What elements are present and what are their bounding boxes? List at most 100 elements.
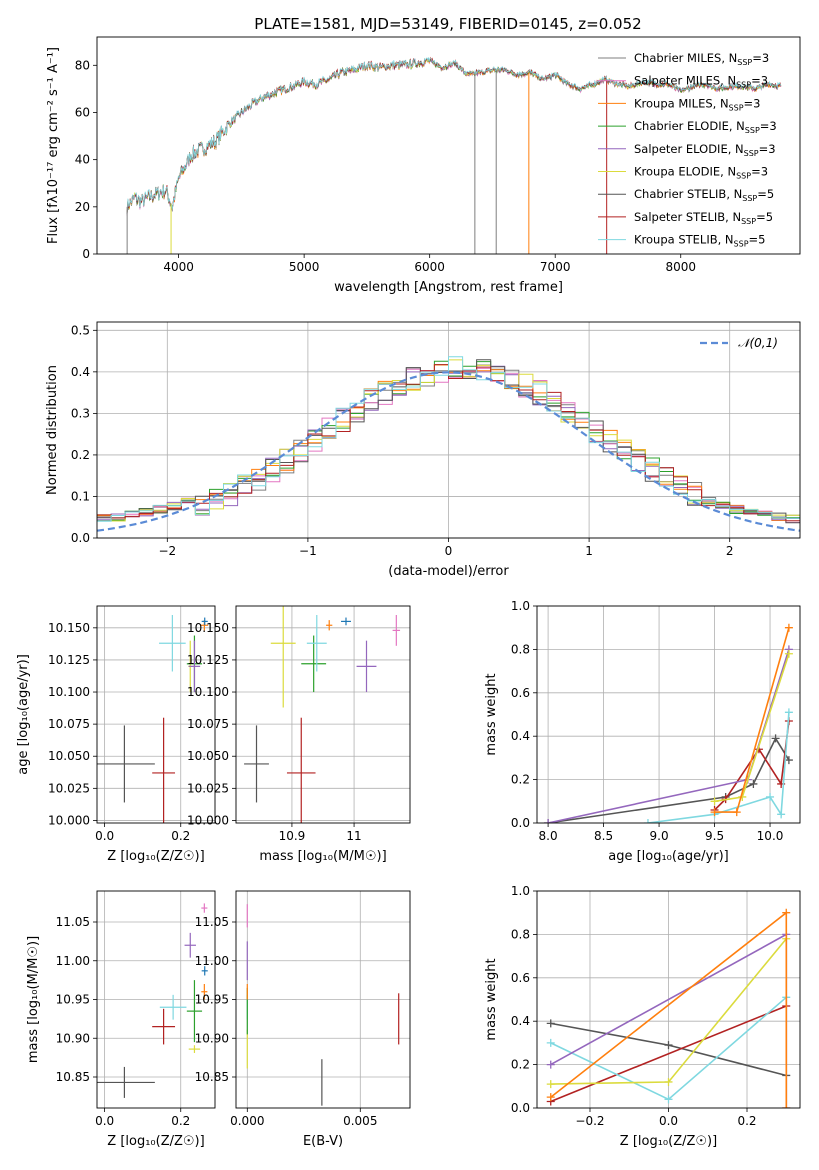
y-tick-label: 0.4 [511, 729, 530, 743]
y-tick-label: 10.075 [48, 717, 90, 731]
y-tick-label: 20 [75, 200, 90, 214]
legend-label-rest: =3 [759, 142, 776, 156]
x-axis-label: Z [log₁₀(Z/Z☉)] [107, 1134, 204, 1149]
errorbar-point [184, 932, 196, 958]
y-tick-label: 0.6 [511, 686, 530, 700]
errorbar-point [97, 725, 155, 803]
errorbar-point [152, 717, 176, 823]
y-tick-label: 10.100 [48, 685, 90, 699]
weight-marker [771, 734, 780, 743]
errorbar-point [201, 617, 208, 626]
weight-marker [784, 756, 793, 765]
legend-label: 𝒩(0,1) [738, 336, 778, 350]
y-tick-label: 10.100 [187, 685, 229, 699]
axes-frame [235, 605, 411, 824]
weight-marker [546, 1080, 555, 1089]
y-tick-label: 11.00 [195, 954, 229, 968]
x-axis-label: Z [log₁₀(Z/Z☉)] [620, 1134, 717, 1149]
x-tick-label: 8.0 [539, 829, 558, 843]
weight-marker [664, 1095, 673, 1104]
spectrum-line [126, 57, 782, 214]
weight-marker [544, 819, 553, 823]
y-tick-label: 10.050 [48, 749, 90, 763]
legend-subscript: SSP [745, 126, 760, 135]
legend-label: Salpeter STELIB, NSSP=5 [634, 210, 773, 226]
x-tick-label: 0.2 [171, 829, 190, 843]
plot-area [97, 903, 208, 1098]
panel-spectrum: 4000 5000 6000 7000 8000 0 20 40 60 80 wavelength … [46, 36, 801, 295]
y-tick-label: 10.95 [56, 993, 90, 1007]
x-tick-label: 0.005 [343, 1114, 377, 1128]
legend-subscript: SSP [741, 217, 756, 226]
x-tick-label: 1 [585, 544, 593, 558]
weight-marker [784, 708, 793, 717]
x-axis-label: Z [log₁₀(Z/Z☉)] [107, 849, 204, 864]
x-tick-label: −1 [299, 544, 317, 558]
figure-title: PLATE=1581, MJD=53149, FIBERID=0145, z=0… [254, 15, 641, 33]
y-tick-label: 10.125 [187, 653, 229, 667]
y-tick-label: 0.0 [71, 531, 90, 545]
y-tick-label: 1.0 [511, 599, 530, 613]
legend-label-rest: =3 [751, 74, 768, 88]
plot-area [246, 904, 400, 1106]
y-tick-label: 0.2 [511, 773, 530, 787]
x-tick-label: 7000 [540, 260, 571, 274]
y-tick-label: 10.000 [187, 813, 229, 827]
weight-marker [664, 1041, 673, 1050]
errorbar-point [97, 1066, 155, 1098]
y-tick-label: 10.150 [187, 621, 229, 635]
plot-area [544, 623, 793, 823]
weight-marker [732, 808, 741, 817]
errorbar-point [341, 617, 351, 626]
legend-subscript: SSP [737, 58, 752, 67]
x-tick-label: 9.5 [705, 829, 724, 843]
legend-label: Salpeter MILES, NSSP=3 [634, 74, 768, 90]
legend-subscript: SSP [736, 81, 751, 90]
y-tick-label: 10.150 [48, 621, 90, 635]
y-tick-label: 0.4 [511, 1014, 530, 1028]
y-tick-label: 0.8 [511, 927, 530, 941]
y-tick-label: 0.0 [511, 1101, 530, 1115]
y-tick-label: 10.050 [187, 749, 229, 763]
legend-label-rest: =3 [751, 165, 768, 179]
axis-ticks: −2 −1 0 1 2 0.0 0.1 0.2 0.3 0.4 0.5 [71, 323, 734, 558]
panel-age-vs-z: 0.0 0.2 10.000 10.025 10.050 10.075 10.100 10.1… [16, 605, 216, 864]
legend-label: Salpeter ELODIE, NSSP=3 [634, 142, 776, 158]
errorbar-point [159, 994, 187, 1020]
axis-ticks: 4000 5000 6000 7000 8000 0 20 40 60 80 [75, 58, 696, 274]
y-tick-label: 80 [75, 58, 90, 72]
axis-ticks: 0.0 0.2 10.85 10.90 10.95 11.00 11.05 [56, 915, 191, 1128]
panel-residual-hist: −2 −1 0 1 2 0.0 0.1 0.2 0.3 0.4 0.5 (data-model)/er… [45, 321, 801, 579]
legend-label-rest: =5 [749, 233, 766, 247]
legend-label: Kroupa ELODIE, NSSP=3 [634, 165, 768, 181]
y-tick-label: 11.05 [56, 915, 90, 929]
y-tick-label: 0.2 [71, 448, 90, 462]
legend-label-rest: =3 [752, 51, 769, 65]
x-tick-label: 4000 [163, 260, 194, 274]
x-axis-label: mass [log₁₀(M/M☉)] [259, 849, 386, 864]
x-tick-label: 8.5 [594, 829, 613, 843]
x-axis-label: wavelength [Angstrom, rest frame] [334, 280, 563, 295]
y-tick-label: 1.0 [511, 884, 530, 898]
weight-marker [546, 1093, 555, 1102]
weight-marker [546, 1019, 555, 1028]
axis-ticks: −0.2 0.0 0.2 0.0 0.2 0.4 0.6 0.8 1.0 [511, 884, 757, 1128]
errorbar-point [301, 635, 327, 693]
y-tick-label: 10.075 [187, 717, 229, 731]
errorbar-point [159, 614, 186, 672]
y-tick-label: 0.3 [71, 406, 90, 420]
weight-marker [784, 649, 793, 658]
x-tick-label: 0.0 [95, 1114, 114, 1128]
errorbar-point [286, 717, 316, 823]
errorbar-point [244, 725, 269, 803]
legend-label-rest: =5 [757, 187, 774, 201]
weight-marker [710, 797, 719, 806]
axis-ticks: 0.0 0.2 10.000 10.025 10.050 10.075 10.100 10.1… [48, 621, 190, 843]
axes-frame [96, 36, 801, 255]
x-tick-label: 0.0 [659, 1114, 678, 1128]
x-tick-label: 10.9 [279, 829, 306, 843]
y-tick-label: 0.1 [71, 489, 90, 503]
weight-marker [784, 623, 793, 632]
errorbar-point [201, 984, 208, 1000]
